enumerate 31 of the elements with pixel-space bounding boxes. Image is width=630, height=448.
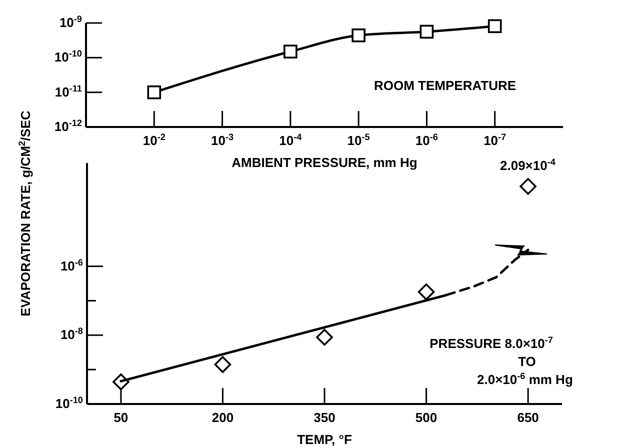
point: [418, 284, 435, 300]
x-tick-label: 650: [517, 410, 539, 425]
x-tick-label: 10$^{-6}$: [415, 132, 438, 148]
x-tick-label: 50: [114, 410, 128, 425]
point: [488, 19, 502, 34]
point: [284, 44, 298, 58]
y-tick-label: 10$^{-12}$: [54, 118, 82, 134]
text: PRESSURE 8.0×10$^{-7}$ TO 2.0×10$^{-6}$ mm Hg: [430, 335, 573, 387]
point: [520, 178, 536, 195]
point: [214, 356, 232, 373]
annotation: ROOM TEMPERATURE: [374, 78, 516, 93]
point: [420, 24, 434, 39]
x-tick-label: 350: [314, 410, 336, 425]
x-tick-label: 200: [212, 410, 234, 425]
x-tick-label: 10$^{-4}$: [279, 132, 303, 148]
point: [352, 28, 366, 42]
x-axis-title: TEMP, °F: [297, 432, 352, 447]
point: [316, 328, 333, 346]
x-axis-title: AMBIENT PRESSURE, mm Hg: [232, 155, 418, 170]
y-tick-label: 10$^{-6}$: [60, 257, 83, 274]
x-tick-label: 500: [415, 410, 438, 425]
annotation: 2.09×10$^{-4}$: [500, 157, 556, 173]
y-tick-label: 10$^{-10}$: [54, 48, 82, 65]
x-tick-label: 10$^{-7}$: [484, 132, 506, 148]
y-tick-label: 10$^{-8}$: [60, 326, 83, 342]
y-tick-label: 10$^{-11}$: [54, 83, 82, 100]
y-tick-label: 10$^{-9}$: [59, 14, 82, 30]
y-tick-label: 10$^{-10}$: [55, 395, 83, 411]
x-tick-label: 10$^{-5}$: [347, 132, 370, 148]
x-tick-label: 10$^{-3}$: [211, 132, 234, 148]
x-tick-label: 10$^{-2}$: [142, 132, 166, 148]
